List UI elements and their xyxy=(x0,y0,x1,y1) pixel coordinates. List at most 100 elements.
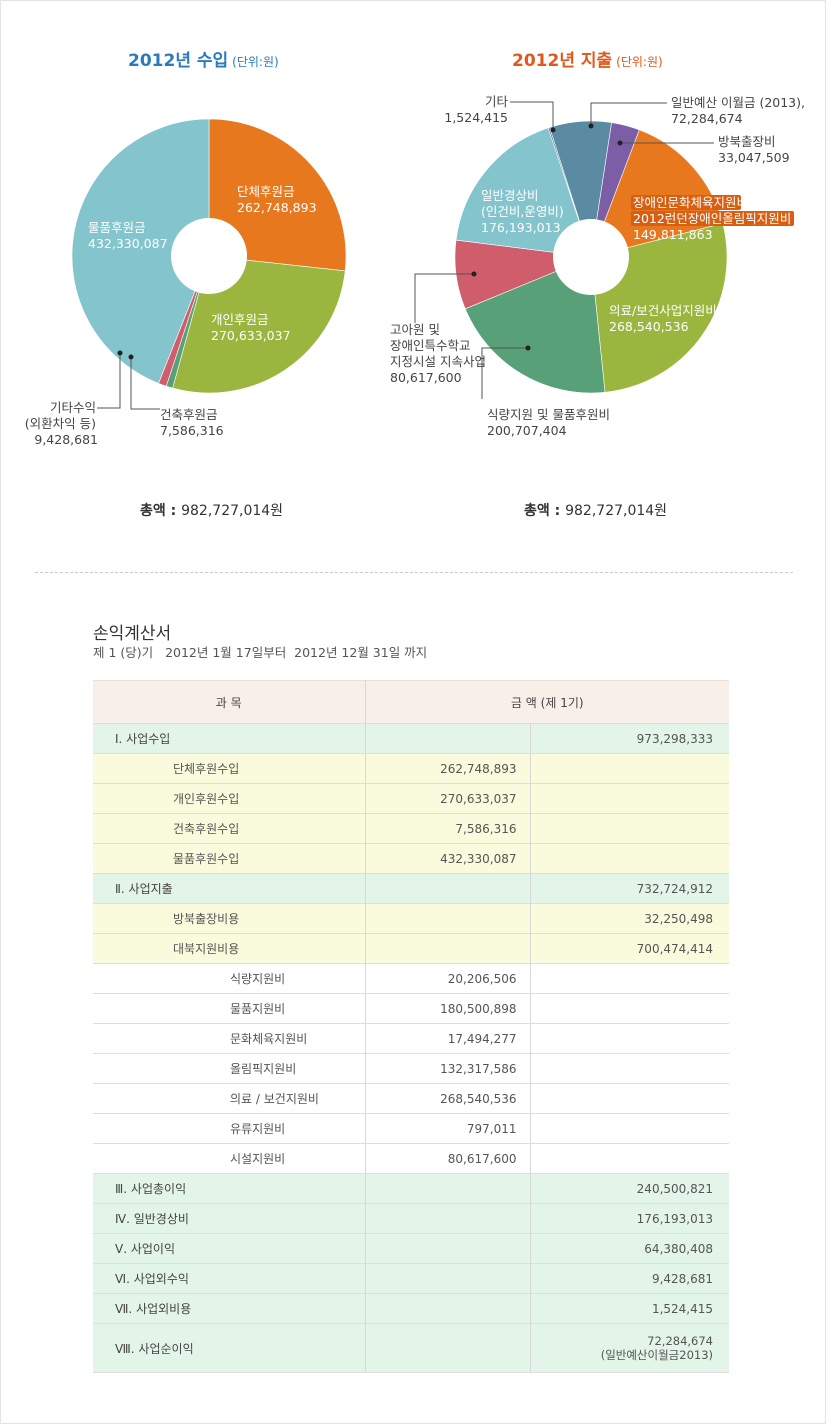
row-account: Ⅵ. 사업외수익 xyxy=(93,1263,366,1294)
pie-center-hole xyxy=(171,218,247,294)
leader-line xyxy=(590,102,667,126)
table-row: Ⅱ. 사업지출 732,724,912 xyxy=(93,873,730,904)
slice-label: 장애인문화체육지원비 2012런던장애인올림픽지원비 xyxy=(633,195,791,226)
amount-value: 72,284,674 xyxy=(647,1334,714,1348)
leader-dot xyxy=(617,140,623,146)
row-amount-detail: 132,317,586 xyxy=(365,1053,531,1084)
expense-total: 총액 : 982,727,014원 xyxy=(524,503,668,519)
amount-value: 240,500,821 xyxy=(636,1181,714,1196)
table-row: Ⅵ. 사업외수익 9,428,681 xyxy=(93,1263,730,1294)
amount-value: 32,250,498 xyxy=(644,911,714,926)
row-amount-detail xyxy=(365,1203,531,1234)
pie-slice-0-0 xyxy=(208,118,347,272)
row-account: 방북출장비용 xyxy=(93,903,366,934)
row-account: 유류지원비 xyxy=(93,1113,366,1144)
table-row: 개인후원수입 270,633,037 xyxy=(93,783,730,814)
row-amount-detail xyxy=(365,873,531,904)
slice-label: 단체후원금 xyxy=(237,184,295,199)
slice-value: 176,193,013 xyxy=(481,220,561,235)
header-account: 과 목 xyxy=(93,680,366,724)
slice-value: 7,586,316 xyxy=(160,423,224,438)
row-amount-detail: 270,633,037 xyxy=(365,783,531,814)
row-amount-total: 64,380,408 xyxy=(530,1233,730,1264)
amount-value: 64,380,408 xyxy=(644,1241,714,1256)
slice-value: 1,524,415 xyxy=(444,110,508,125)
slice-value: 33,047,509 xyxy=(718,150,790,165)
amount-value: 732,724,912 xyxy=(636,881,714,896)
row-amount-detail xyxy=(365,1233,531,1264)
row-amount-detail xyxy=(365,1173,531,1204)
leader-line xyxy=(97,353,121,409)
amount-value: 700,474,414 xyxy=(636,941,714,956)
row-amount-total xyxy=(530,993,730,1024)
expense-unit: (단위:원) xyxy=(616,55,663,69)
row-account: 대북지원비용 xyxy=(93,933,366,964)
row-account: 문화체육지원비 xyxy=(93,1023,366,1054)
row-amount-detail: 7,586,316 xyxy=(365,813,531,844)
slice-value: 268,540,536 xyxy=(609,319,689,334)
table-row: Ⅳ. 일반경상비 176,193,013 xyxy=(93,1203,730,1234)
leader-dot xyxy=(525,345,531,351)
table-row: Ⅰ. 사업수입 973,298,333 xyxy=(93,723,730,754)
row-amount-total xyxy=(530,843,730,874)
leader-dot xyxy=(128,354,134,360)
income-chart-title: 2012년 수입 (단위:원) xyxy=(128,51,279,71)
label-highlight xyxy=(631,211,794,226)
row-amount-detail: 80,617,600 xyxy=(365,1143,531,1174)
row-account: 의료 / 보건지원비 xyxy=(93,1083,366,1114)
table-row: Ⅲ. 사업총이익 240,500,821 xyxy=(93,1173,730,1204)
amount-value: 973,298,333 xyxy=(636,731,714,746)
header-amount: 금 액 (제 1기) xyxy=(365,680,730,724)
label-highlight xyxy=(631,195,741,210)
amount-note: (일반예산이월금2013) xyxy=(600,1348,714,1362)
statement-period: 제 1 (당)기 2012년 1월 17일부터 2012년 12월 31일 까지 xyxy=(93,645,428,660)
section-divider xyxy=(35,572,793,573)
leader-dot xyxy=(550,127,556,133)
row-account: Ⅰ. 사업수입 xyxy=(93,723,366,754)
row-amount-total xyxy=(530,963,730,994)
amount-value: 176,193,013 xyxy=(636,1211,714,1226)
table-row: 문화체육지원비 17,494,277 xyxy=(93,1023,730,1054)
row-account: 식량지원비 xyxy=(93,963,366,994)
income-statement-table: 과 목 금 액 (제 1기) Ⅰ. 사업수입 973,298,333 단체후원수입 2… xyxy=(93,680,730,1373)
row-amount-detail: 432,330,087 xyxy=(365,843,531,874)
table-row: 물품후원수입 432,330,087 xyxy=(93,843,730,874)
leader-line xyxy=(414,273,474,323)
table-header-row: 과 목 금 액 (제 1기) xyxy=(93,680,730,724)
row-amount-detail xyxy=(365,1293,531,1324)
row-amount-detail xyxy=(365,1323,531,1373)
slice-label: 방북출장비 xyxy=(718,134,776,149)
row-amount-total: 32,250,498 xyxy=(530,903,730,934)
row-amount-detail: 797,011 xyxy=(365,1113,531,1144)
slice-label: 식량지원 및 물품후원비 xyxy=(487,407,610,422)
table-row: 유류지원비 797,011 xyxy=(93,1113,730,1144)
leader-dot xyxy=(471,271,477,277)
row-account: Ⅷ. 사업순이익 xyxy=(93,1323,366,1373)
row-account: Ⅲ. 사업총이익 xyxy=(93,1173,366,1204)
statement-title: 손익계산서 xyxy=(93,624,172,644)
amount-value: 9,428,681 xyxy=(651,1271,714,1286)
slice-value: 200,707,404 xyxy=(487,423,567,438)
row-amount-total xyxy=(530,813,730,844)
row-amount-total: 732,724,912 xyxy=(530,873,730,904)
row-account: Ⅳ. 일반경상비 xyxy=(93,1203,366,1234)
slice-value: 262,748,893 xyxy=(237,200,317,215)
slice-value: 72,284,674 xyxy=(671,111,743,126)
table-row: 올림픽지원비 132,317,586 xyxy=(93,1053,730,1084)
table-row: 물품지원비 180,500,898 xyxy=(93,993,730,1024)
row-amount-total: 9,428,681 xyxy=(530,1263,730,1294)
row-amount-total xyxy=(530,783,730,814)
slice-value: 80,617,600 xyxy=(390,370,462,385)
slice-value: 149,811,863 xyxy=(633,227,713,242)
slice-value: 432,330,087 xyxy=(88,236,168,251)
slice-label: 기타수익 (외환차익 등) xyxy=(25,400,96,431)
row-amount-detail xyxy=(365,933,531,964)
leader-dot xyxy=(117,350,123,356)
row-amount-total xyxy=(530,1023,730,1054)
row-amount-total xyxy=(530,1053,730,1084)
row-amount-total: 240,500,821 xyxy=(530,1173,730,1204)
row-amount-detail: 17,494,277 xyxy=(365,1023,531,1054)
row-amount-total: 973,298,333 xyxy=(530,723,730,754)
row-account: 물품지원비 xyxy=(93,993,366,1024)
expense-chart-title: 2012년 지출 (단위:원) xyxy=(512,51,663,71)
